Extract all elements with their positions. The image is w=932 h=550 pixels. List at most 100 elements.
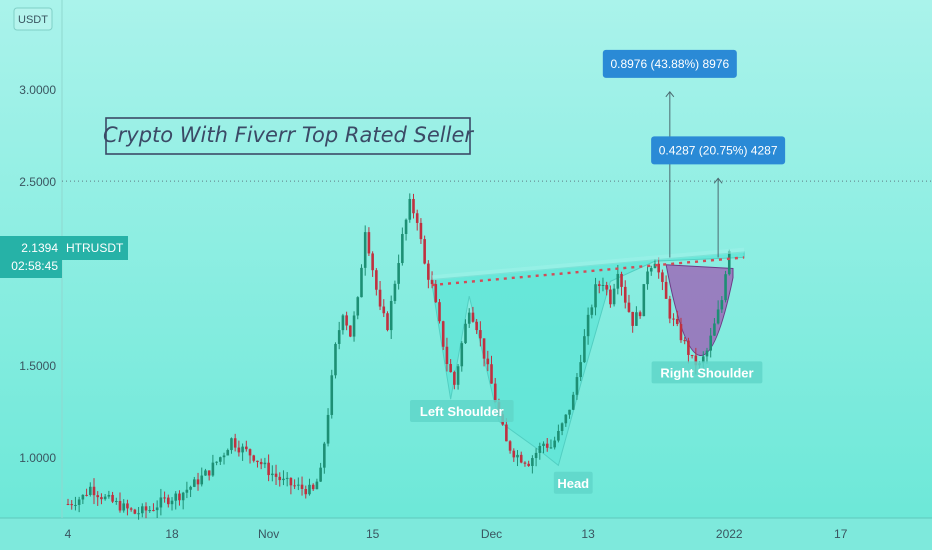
candle-body (430, 279, 434, 285)
candle-body (382, 306, 386, 314)
candle-body (527, 463, 530, 466)
y-axis-ticks: 3.0000 2.5000 1.5000 1.0000 (19, 83, 56, 465)
x-axis-ticks: 4 18 Nov 15 Dec 13 2022 17 (65, 527, 848, 541)
candle-body (668, 298, 672, 319)
candle-body (412, 198, 415, 214)
x-tick-label: 15 (366, 527, 380, 541)
candle-body (701, 356, 705, 364)
current-price-marker[interactable]: 2.1394 02:58:45 HTRUSDT (0, 236, 128, 278)
time-axis[interactable] (0, 518, 932, 550)
candle-body (586, 314, 590, 337)
x-tick-label: Dec (481, 527, 502, 541)
candle-body (516, 454, 519, 458)
candle-body (159, 497, 163, 508)
candle-body (285, 477, 289, 479)
measure-label-box[interactable] (602, 49, 737, 78)
candle-body (345, 315, 348, 326)
candle-body (219, 457, 222, 462)
candle-body (330, 375, 334, 415)
candle-body (185, 489, 189, 493)
annotation-box (553, 471, 593, 494)
candles[interactable] (66, 193, 731, 520)
candle-body (449, 364, 452, 373)
candle-body (74, 504, 77, 506)
candle-body (152, 510, 155, 512)
plot-area[interactable] (0, 0, 932, 518)
candle-body (337, 330, 341, 344)
candle-body (334, 343, 337, 376)
candle-body (720, 300, 724, 310)
candle-body (397, 263, 400, 284)
candle-body (304, 488, 308, 495)
candle-body (542, 443, 545, 446)
pattern-annotations: Left Shoulder Head Right Shoulder (409, 361, 763, 494)
candle-body (300, 484, 304, 489)
candle-body (605, 285, 608, 290)
candle-body (189, 486, 192, 490)
candle-body (627, 302, 631, 312)
candle-body (163, 497, 166, 499)
candle-body (289, 477, 293, 486)
candle-body (423, 239, 426, 264)
measure-label-box[interactable] (651, 136, 786, 165)
candle-body (505, 424, 508, 442)
candle-body (568, 409, 571, 415)
candle-body (523, 462, 527, 464)
candle-body (445, 346, 449, 365)
candle-body (222, 455, 226, 458)
current-price: 2.1394 (21, 241, 58, 255)
candle-body (713, 323, 716, 336)
candle-body (408, 198, 412, 220)
candle-body (438, 302, 441, 322)
candle-body (401, 233, 404, 264)
candle-body (263, 462, 267, 465)
candle-body (230, 438, 233, 451)
candle-body (471, 312, 475, 322)
candle-body (256, 460, 259, 463)
candle-body (92, 486, 96, 496)
candle-body (155, 507, 159, 511)
annotation-label: Left Shoulder (420, 404, 504, 419)
candle-body (178, 493, 181, 501)
annotation-box (409, 400, 514, 422)
candle-body (467, 312, 471, 324)
candle-body (553, 440, 556, 448)
unit-label: USDT (18, 14, 48, 26)
candle-body (274, 473, 278, 477)
unit-badge[interactable] (13, 7, 53, 31)
candle-body (100, 497, 103, 500)
candle-body (341, 315, 345, 331)
candle-body (126, 503, 129, 509)
candle-body (609, 289, 612, 305)
candle-body (512, 450, 516, 458)
candle-body (259, 462, 263, 465)
candle-body (690, 354, 694, 356)
candle-body (646, 271, 649, 285)
candle-body (122, 503, 126, 511)
candle-body (319, 467, 322, 482)
candle-body (248, 449, 252, 456)
candle-body (404, 219, 408, 234)
candle-body (315, 481, 319, 490)
candle-body (118, 500, 122, 511)
candle-body (456, 366, 460, 385)
y-tick-label: 2.5000 (19, 175, 56, 189)
candle-body (167, 497, 170, 505)
candle-body (107, 494, 111, 497)
candle-body (311, 484, 315, 490)
target-measurements[interactable]: 0.8976 (43.88%) 8976 0.4287 (20.75%) 4287 (602, 49, 786, 258)
candle-body (635, 312, 638, 326)
measure-label: 0.8976 (43.88%) 8976 (610, 57, 729, 71)
measure-arrow (665, 91, 675, 98)
candle-body (215, 461, 218, 463)
candle-body (683, 340, 686, 342)
candle-body (534, 452, 538, 459)
candle-body (226, 450, 230, 456)
candle-body (694, 355, 698, 366)
candle-body (85, 494, 88, 496)
candle-body (620, 273, 623, 287)
candle-body (601, 285, 605, 287)
candle-body (352, 315, 356, 337)
candle-body (441, 321, 445, 347)
